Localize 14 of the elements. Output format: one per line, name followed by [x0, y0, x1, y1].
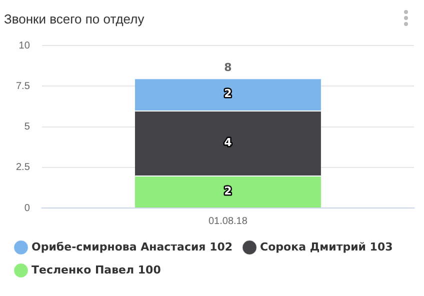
legend-label: Тесленко Павел 100: [32, 263, 162, 276]
data-label: 2: [224, 184, 232, 198]
legend-label: Сорока Дмитрий 103: [260, 240, 393, 254]
data-label: 2: [224, 87, 232, 100]
legend-label: Орибе-смирнова Анастасия 102: [32, 240, 233, 254]
y-tick-label: 2.5: [16, 162, 30, 174]
x-tick-label: 01.08.18: [208, 216, 248, 227]
y-tick-label: 7.5: [16, 80, 30, 92]
data-label: 4: [224, 136, 232, 149]
y-tick-label: 0: [24, 202, 30, 214]
total-label: 8: [224, 60, 232, 74]
y-tick-label: 5: [24, 122, 30, 133]
chart-title: Звонки всего по отделу: [4, 11, 145, 26]
y-tick-label: 10: [18, 40, 30, 52]
